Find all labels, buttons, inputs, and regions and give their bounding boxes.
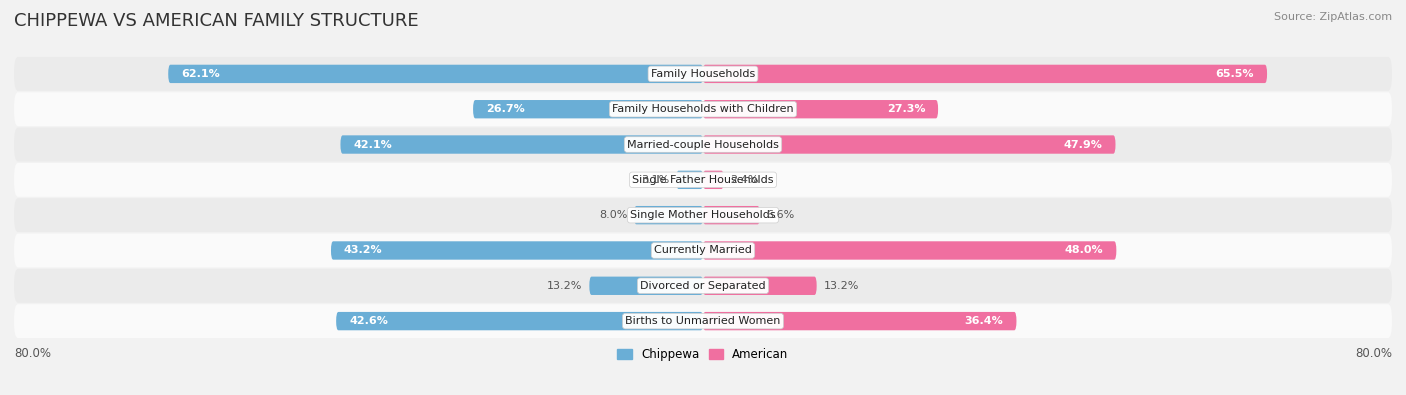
- Text: 8.0%: 8.0%: [599, 210, 627, 220]
- FancyBboxPatch shape: [336, 312, 703, 330]
- Text: CHIPPEWA VS AMERICAN FAMILY STRUCTURE: CHIPPEWA VS AMERICAN FAMILY STRUCTURE: [14, 12, 419, 30]
- FancyBboxPatch shape: [703, 171, 724, 189]
- Text: Married-couple Households: Married-couple Households: [627, 139, 779, 150]
- Text: 3.1%: 3.1%: [641, 175, 669, 185]
- FancyBboxPatch shape: [14, 269, 1392, 303]
- FancyBboxPatch shape: [14, 233, 1392, 267]
- Text: 2.4%: 2.4%: [731, 175, 759, 185]
- FancyBboxPatch shape: [14, 57, 1392, 91]
- Text: Single Father Households: Single Father Households: [633, 175, 773, 185]
- FancyBboxPatch shape: [14, 163, 1392, 197]
- Legend: Chippewa, American: Chippewa, American: [613, 343, 793, 366]
- Text: 36.4%: 36.4%: [965, 316, 1004, 326]
- Text: 6.6%: 6.6%: [766, 210, 794, 220]
- Text: Family Households with Children: Family Households with Children: [612, 104, 794, 114]
- FancyBboxPatch shape: [703, 312, 1017, 330]
- Text: Divorced or Separated: Divorced or Separated: [640, 281, 766, 291]
- Text: 13.2%: 13.2%: [824, 281, 859, 291]
- FancyBboxPatch shape: [703, 276, 817, 295]
- FancyBboxPatch shape: [703, 65, 1267, 83]
- Text: 48.0%: 48.0%: [1064, 245, 1104, 256]
- FancyBboxPatch shape: [472, 100, 703, 118]
- FancyBboxPatch shape: [169, 65, 703, 83]
- Text: Family Households: Family Households: [651, 69, 755, 79]
- FancyBboxPatch shape: [703, 206, 759, 224]
- FancyBboxPatch shape: [14, 198, 1392, 232]
- FancyBboxPatch shape: [330, 241, 703, 260]
- Text: Currently Married: Currently Married: [654, 245, 752, 256]
- Text: Single Mother Households: Single Mother Households: [630, 210, 776, 220]
- Text: 80.0%: 80.0%: [14, 346, 51, 359]
- Text: 13.2%: 13.2%: [547, 281, 582, 291]
- Text: 47.9%: 47.9%: [1064, 139, 1102, 150]
- Text: Source: ZipAtlas.com: Source: ZipAtlas.com: [1274, 12, 1392, 22]
- FancyBboxPatch shape: [340, 135, 703, 154]
- Text: 65.5%: 65.5%: [1216, 69, 1254, 79]
- Text: 43.2%: 43.2%: [344, 245, 382, 256]
- FancyBboxPatch shape: [676, 171, 703, 189]
- FancyBboxPatch shape: [14, 128, 1392, 162]
- Text: Births to Unmarried Women: Births to Unmarried Women: [626, 316, 780, 326]
- FancyBboxPatch shape: [14, 92, 1392, 126]
- Text: 27.3%: 27.3%: [887, 104, 925, 114]
- Text: 62.1%: 62.1%: [181, 69, 219, 79]
- Text: 26.7%: 26.7%: [486, 104, 524, 114]
- Text: 80.0%: 80.0%: [1355, 346, 1392, 359]
- Text: 42.6%: 42.6%: [349, 316, 388, 326]
- FancyBboxPatch shape: [703, 100, 938, 118]
- Text: 42.1%: 42.1%: [353, 139, 392, 150]
- FancyBboxPatch shape: [589, 276, 703, 295]
- FancyBboxPatch shape: [634, 206, 703, 224]
- FancyBboxPatch shape: [703, 135, 1115, 154]
- FancyBboxPatch shape: [703, 241, 1116, 260]
- FancyBboxPatch shape: [14, 304, 1392, 338]
